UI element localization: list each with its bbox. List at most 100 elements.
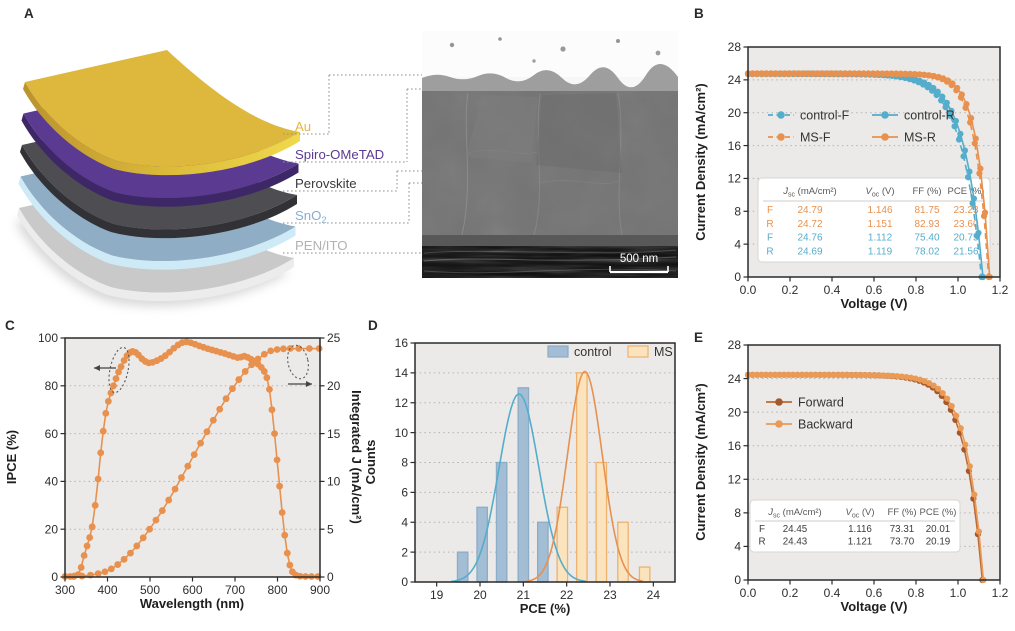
legend: control MS: [547, 345, 673, 359]
device-layer-stack: [15, 50, 300, 307]
histogram-bars-MS: [556, 372, 651, 583]
y-right-tick-label: 0: [327, 570, 334, 584]
y-tick-label: 16: [728, 439, 742, 453]
series-marker: [767, 371, 774, 379]
x-tick-label: 0.0: [740, 586, 757, 600]
series-marker: [260, 368, 268, 375]
table-cell: 1.151: [867, 219, 892, 230]
series-marker: [88, 523, 96, 531]
x-tick-label: 0.8: [908, 283, 925, 297]
series-marker: [260, 350, 268, 358]
series-marker: [809, 70, 817, 78]
series-marker: [970, 195, 978, 202]
panel-label-d: D: [368, 318, 378, 333]
series-marker: [879, 70, 886, 78]
series-marker: [830, 371, 838, 379]
series-marker: [77, 564, 85, 571]
series-marker: [884, 70, 891, 78]
series-marker: [925, 379, 933, 387]
series-marker: [939, 389, 946, 397]
panel-label-a: A: [24, 6, 34, 21]
series-marker: [821, 371, 829, 379]
layer-edge: [20, 145, 297, 239]
series-marker: [295, 345, 303, 352]
series-marker: [972, 135, 979, 142]
layer-labels: Au Spiro-OMeTAD Perovskite SnO2 PEN/ITO: [295, 119, 384, 253]
series-marker: [902, 71, 910, 78]
table-row-label: R: [758, 537, 765, 548]
x-tick-label: 23: [603, 588, 617, 602]
legend-item-control-f: control-F: [768, 108, 850, 122]
series-marker: [858, 372, 865, 379]
series-marker: [975, 229, 982, 237]
legend-marker: [777, 133, 785, 141]
series-marker: [916, 71, 924, 78]
table-cell: 82.93: [914, 219, 939, 230]
y-right-tick-label: 15: [327, 427, 341, 441]
series-marker: [921, 71, 928, 79]
table-cell: 1.116: [848, 524, 872, 535]
x-tick-label: 24: [647, 588, 661, 602]
x-tick-label: 0.8: [908, 586, 925, 600]
x-axis-title: Wavelength (nm): [140, 596, 244, 611]
series-marker: [235, 376, 243, 383]
series-marker: [86, 534, 94, 541]
y-tick-label: 80: [45, 379, 59, 393]
series-marker: [110, 382, 117, 390]
table-row-label: F: [767, 233, 773, 244]
series-marker: [812, 371, 820, 379]
series-marker: [278, 509, 286, 516]
series-marker: [842, 70, 849, 78]
panel-label-e: E: [694, 330, 704, 345]
series-marker: [805, 70, 812, 78]
bar: [595, 461, 608, 583]
y-axis-title: Current Density (mA/cm²): [693, 83, 708, 240]
series-marker: [146, 525, 153, 533]
table-header-col-3: PCE (%): [920, 507, 957, 518]
y-tick-label: 0: [734, 270, 741, 284]
series-marker: [808, 371, 815, 379]
histogram-bars-control: [456, 387, 549, 583]
y-right-tick-label: 5: [327, 522, 334, 536]
series-marker: [957, 425, 964, 432]
legend-label: control-F: [800, 108, 850, 122]
series-marker: [758, 70, 766, 78]
table-cell: 24.45: [783, 524, 808, 535]
panel-label-c: C: [5, 318, 15, 333]
x-tick-label: 21: [517, 588, 531, 602]
series-marker: [772, 371, 779, 379]
series-marker: [851, 70, 859, 78]
y-tick-label: 16: [395, 336, 409, 350]
legend-label: control: [574, 345, 612, 359]
series-marker: [273, 456, 281, 464]
series-marker: [828, 70, 835, 78]
series-marker: [944, 77, 951, 84]
y-right-tick-label: 10: [327, 475, 341, 489]
bar: [495, 461, 508, 583]
table-header-col-0: Jsc (mA/cm²): [767, 507, 821, 520]
series-marker: [898, 373, 906, 380]
sem-top-specks: [422, 31, 678, 77]
series-marker: [229, 385, 236, 393]
legend-label: control-R: [904, 108, 955, 122]
series-marker: [758, 371, 765, 379]
series-marker: [930, 382, 937, 389]
series-ipce: [61, 338, 322, 580]
series-marker: [853, 371, 860, 379]
legend-item-ms-r: MS-R: [872, 130, 936, 144]
series-marker: [267, 347, 275, 355]
x-tick-label: 300: [55, 583, 75, 597]
y-tick-label: 28: [728, 338, 742, 352]
series-marker: [966, 463, 973, 470]
y-tick-label: 10: [395, 426, 409, 440]
series-marker: [894, 373, 901, 380]
x-tick-label: 0.0: [740, 283, 757, 297]
series-marker: [948, 107, 955, 114]
series-marker: [117, 363, 125, 371]
layer-edge: [18, 176, 296, 270]
y-tick-label: 12: [728, 472, 742, 486]
bar: [476, 506, 489, 583]
table-row-label: F: [759, 524, 765, 535]
series-marker: [101, 568, 109, 576]
